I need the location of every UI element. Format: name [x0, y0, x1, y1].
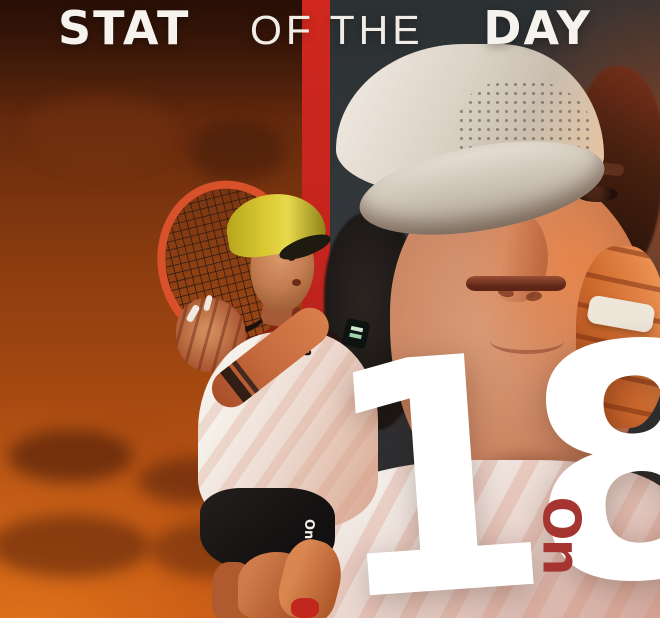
left-scene-top-shadow	[0, 0, 332, 120]
on-brand-logo: On	[520, 494, 602, 576]
crowd-blur	[190, 120, 285, 182]
crowd-blur	[8, 430, 133, 482]
crowd-blur	[0, 515, 150, 577]
stat-number: 18	[311, 271, 660, 618]
on-brand-logo-text: On	[530, 496, 591, 574]
crowd-blur	[25, 95, 175, 167]
player-mouth	[292, 279, 301, 286]
headline-word-of-the: OF THE	[250, 7, 424, 53]
player-shoe	[291, 598, 319, 618]
portrait-chin-crease	[490, 328, 564, 354]
portrait-fist	[576, 246, 660, 428]
on-shorts-logo: On	[301, 519, 316, 540]
action-player: On On	[128, 164, 390, 618]
portrait-mouth	[466, 276, 566, 291]
headline-word-stat: STAT	[58, 1, 191, 55]
headline-word-day: DAY	[483, 1, 592, 55]
headline: STAT OF THE DAY	[58, 5, 592, 51]
fist-finger-lines	[576, 246, 660, 428]
